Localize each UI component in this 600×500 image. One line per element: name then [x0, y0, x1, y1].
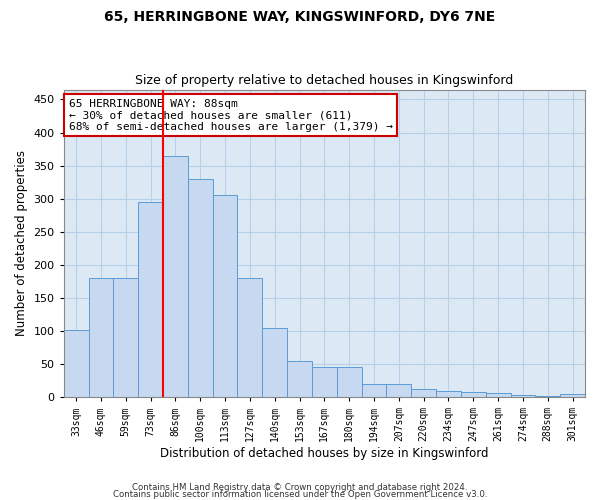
Bar [113, 278, 138, 397]
Bar [337, 368, 362, 397]
Text: 65, HERRINGBONE WAY, KINGSWINFORD, DY6 7NE: 65, HERRINGBONE WAY, KINGSWINFORD, DY6 7… [104, 10, 496, 24]
Bar [188, 179, 212, 397]
Bar [411, 389, 436, 397]
Bar [362, 384, 386, 397]
Bar [560, 394, 585, 397]
Bar [287, 361, 312, 397]
Bar [386, 384, 411, 397]
Text: Contains public sector information licensed under the Open Government Licence v3: Contains public sector information licen… [113, 490, 487, 499]
Bar [163, 156, 188, 397]
Bar [89, 278, 113, 397]
Bar [312, 368, 337, 397]
X-axis label: Distribution of detached houses by size in Kingswinford: Distribution of detached houses by size … [160, 447, 488, 460]
Y-axis label: Number of detached properties: Number of detached properties [15, 150, 28, 336]
Bar [535, 396, 560, 397]
Bar [461, 392, 486, 397]
Bar [64, 330, 89, 397]
Text: 65 HERRINGBONE WAY: 88sqm
← 30% of detached houses are smaller (611)
68% of semi: 65 HERRINGBONE WAY: 88sqm ← 30% of detac… [69, 99, 393, 132]
Bar [262, 328, 287, 397]
Bar [511, 394, 535, 397]
Text: Contains HM Land Registry data © Crown copyright and database right 2024.: Contains HM Land Registry data © Crown c… [132, 484, 468, 492]
Title: Size of property relative to detached houses in Kingswinford: Size of property relative to detached ho… [135, 74, 514, 87]
Bar [486, 392, 511, 397]
Bar [138, 202, 163, 397]
Bar [212, 196, 238, 397]
Bar [436, 390, 461, 397]
Bar [238, 278, 262, 397]
